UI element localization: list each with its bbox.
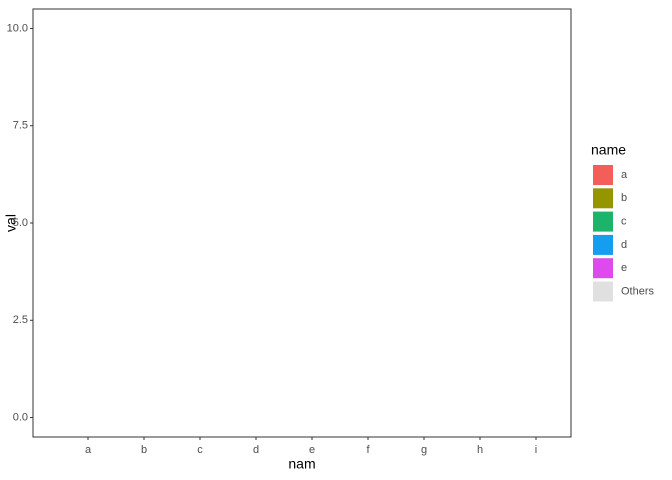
legend-key — [593, 281, 613, 302]
y-tick-label: 2.5 — [13, 314, 28, 326]
y-tick-label: 5.0 — [13, 217, 28, 229]
legend-label: a — [621, 169, 628, 181]
legend-key — [593, 211, 613, 232]
legend-key — [593, 165, 613, 185]
x-axis-title: nam — [288, 456, 315, 472]
legend-title: name — [591, 142, 626, 158]
y-tick-label: 10.0 — [7, 22, 28, 34]
x-tick-label: a — [85, 444, 92, 456]
x-tick-label: e — [309, 444, 315, 456]
legend-label: Others — [621, 285, 655, 297]
y-tick-label: 0.0 — [13, 411, 28, 423]
x-tick-label: f — [366, 444, 370, 456]
x-tick-label: g — [421, 444, 427, 456]
legend-key — [593, 258, 613, 279]
x-tick-label: h — [477, 444, 483, 456]
x-tick-label: c — [197, 444, 203, 456]
panel-border — [32, 8, 572, 438]
y-tick-label: 7.5 — [13, 120, 28, 132]
x-tick-label: d — [253, 444, 259, 456]
legend-label: e — [621, 262, 627, 274]
legend-label: d — [621, 239, 627, 251]
legend-key — [593, 234, 613, 255]
y-axis-title: val — [3, 214, 19, 232]
legend-label: b — [621, 192, 627, 204]
legend-key — [593, 188, 613, 209]
x-tick-label: i — [535, 444, 537, 456]
legend-label: c — [621, 216, 627, 228]
x-tick-label: b — [141, 444, 147, 456]
